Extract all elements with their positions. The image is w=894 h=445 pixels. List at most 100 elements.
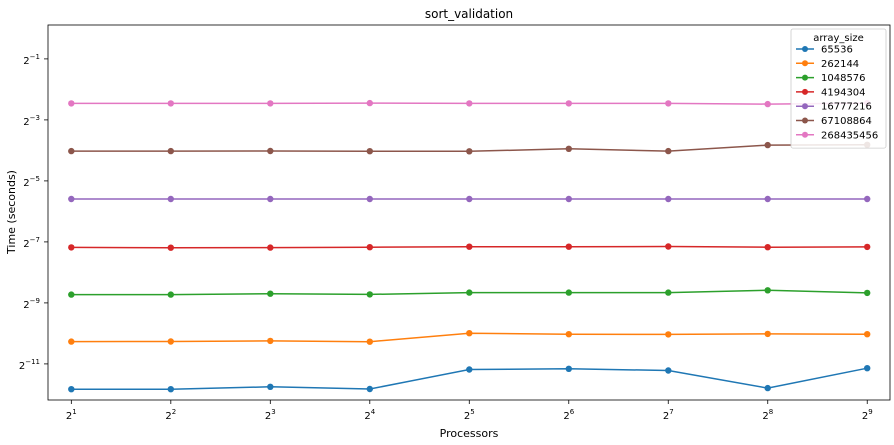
data-point	[167, 291, 174, 298]
data-point	[565, 145, 572, 152]
series-4194304	[68, 243, 871, 251]
data-point	[167, 147, 174, 155]
data-point	[764, 195, 771, 203]
legend-label: 65536	[821, 45, 853, 56]
series-262144	[68, 330, 871, 345]
legend-label: 1048576	[821, 73, 866, 84]
data-point	[167, 244, 174, 251]
x-tick-label: 24	[364, 408, 375, 422]
x-tick-label: 23	[265, 408, 276, 422]
series-65536	[68, 365, 871, 393]
data-point	[565, 331, 572, 338]
y-tick-label: 2−7	[23, 236, 40, 250]
plot-area	[47, 24, 891, 401]
legend-label: 4194304	[821, 87, 866, 98]
data-point	[466, 289, 473, 296]
y-tick-label: 2−9	[23, 297, 40, 311]
data-point	[565, 289, 572, 296]
legend-label: 262144	[821, 59, 859, 70]
data-point	[68, 244, 75, 251]
x-axis-label: Processors	[440, 427, 499, 440]
series-16777216	[68, 195, 871, 203]
data-point	[466, 243, 473, 250]
data-point	[267, 290, 274, 297]
data-point	[565, 195, 572, 203]
legend-title: array_size	[813, 33, 864, 44]
data-point	[466, 148, 473, 155]
data-point	[366, 291, 373, 298]
data-point	[68, 100, 75, 107]
data-point	[864, 289, 871, 297]
data-point	[665, 147, 672, 155]
data-point	[565, 365, 572, 372]
data-point	[764, 141, 771, 149]
data-point	[864, 331, 871, 338]
x-tick-label: 29	[862, 408, 873, 422]
legend-swatch-marker	[802, 103, 808, 110]
data-point	[68, 147, 75, 155]
data-point	[267, 195, 274, 203]
legend-item: 16777216	[796, 102, 872, 113]
legend-item: 65536	[796, 45, 853, 56]
data-point	[565, 100, 572, 107]
y-tick-label: 2−11	[19, 358, 40, 372]
data-point	[665, 331, 672, 338]
x-tick-label: 28	[762, 408, 773, 422]
data-point	[167, 195, 174, 203]
series-1048576	[68, 287, 871, 298]
data-point	[466, 330, 473, 337]
data-point	[267, 100, 274, 107]
x-tick-label: 21	[66, 408, 77, 422]
data-point	[366, 99, 373, 107]
data-point	[764, 330, 771, 338]
y-tick-label: 2−5	[23, 175, 40, 189]
legend-label: 67108864	[821, 116, 872, 127]
y-tick-label: 2−3	[23, 114, 40, 128]
data-point	[466, 100, 473, 107]
data-point	[665, 195, 672, 203]
data-point	[68, 291, 75, 298]
legend-box	[790, 28, 887, 149]
legend-swatch-marker	[802, 46, 808, 52]
legend-item: 262144	[796, 59, 859, 70]
data-point	[665, 100, 672, 107]
data-point	[466, 195, 473, 203]
data-point	[68, 338, 75, 345]
series-layer	[68, 99, 871, 393]
x-tick-label: 22	[165, 408, 176, 422]
data-point	[68, 195, 75, 203]
y-tick-label: 2−1	[23, 53, 40, 67]
data-point	[366, 148, 373, 155]
x-tick-label: 25	[464, 408, 475, 422]
legend-swatch-marker	[802, 60, 808, 67]
data-point	[267, 244, 274, 251]
x-axis: 21 22 23 24 25 26 27 28 29	[66, 400, 873, 422]
data-point	[267, 383, 274, 390]
legend-swatch-marker	[802, 74, 808, 81]
data-point	[764, 244, 771, 251]
y-axis-label: Time (seconds)	[5, 170, 18, 255]
legend-swatch-marker	[802, 131, 808, 138]
data-point	[366, 338, 373, 345]
x-tick-label: 26	[563, 408, 574, 422]
data-point	[864, 243, 871, 251]
data-point	[167, 100, 174, 107]
data-point	[366, 195, 373, 203]
data-point	[267, 147, 274, 155]
data-point	[267, 337, 274, 345]
data-point	[764, 384, 771, 392]
data-point	[167, 386, 174, 393]
data-point	[366, 244, 373, 251]
data-point	[764, 100, 771, 108]
legend-swatch-marker	[802, 88, 808, 95]
data-point	[665, 243, 672, 250]
y-axis: 2−11 2−9 2−7 2−5 2−3 2−1	[19, 53, 48, 372]
legend-item: 1048576	[796, 73, 866, 84]
data-point	[466, 366, 473, 373]
x-tick-label: 27	[663, 408, 674, 422]
legend-label: 268435456	[821, 130, 878, 141]
data-point	[764, 287, 771, 294]
data-point	[665, 289, 672, 296]
legend-label: 16777216	[821, 102, 872, 113]
